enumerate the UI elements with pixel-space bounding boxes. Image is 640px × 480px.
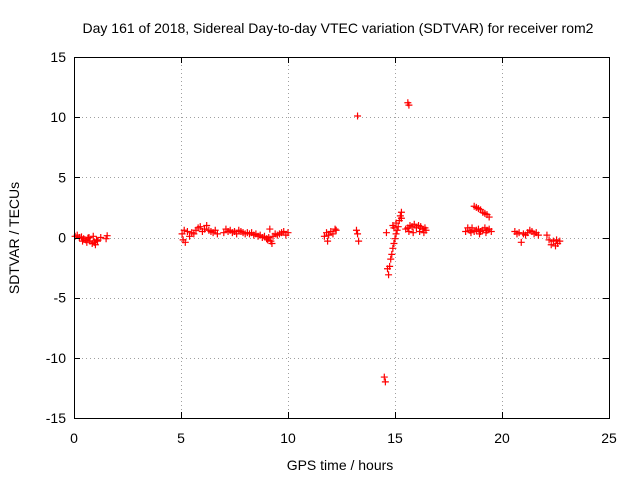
data-point (385, 271, 393, 279)
data-point (534, 231, 542, 239)
data-point (83, 238, 91, 246)
data-point (264, 236, 272, 244)
data-point (382, 229, 390, 237)
x-axis-label: GPS time / hours (287, 457, 394, 473)
data-point (201, 225, 209, 233)
data-point (416, 227, 424, 235)
data-point (397, 208, 405, 216)
data-point (485, 213, 493, 221)
data-point (92, 236, 100, 244)
data-point (487, 227, 495, 235)
data-point (410, 220, 418, 228)
data-point (467, 229, 475, 237)
data-point (352, 226, 360, 234)
data-point (102, 235, 110, 243)
data-point (389, 244, 397, 252)
data-point (392, 219, 400, 227)
data-point (79, 237, 87, 245)
data-point (89, 232, 97, 240)
data-point (381, 378, 389, 386)
data-point (190, 230, 198, 238)
data-point (183, 227, 191, 235)
data-point (178, 230, 186, 238)
x-tick-label: 5 (177, 430, 185, 446)
data-point (547, 241, 555, 249)
data-point (556, 237, 564, 245)
x-tick-label: 10 (280, 430, 296, 446)
chart-title: Day 161 of 2018, Sidereal Day-to-day VTE… (83, 20, 594, 36)
data-points-layer (71, 99, 564, 386)
data-point (320, 232, 328, 240)
y-tick-label: -10 (46, 350, 66, 366)
tick-layer: 0 5 10 15 20 25 -15 -10 -5 0 5 10 15 (46, 49, 617, 446)
data-point (545, 236, 553, 244)
data-point (196, 223, 204, 231)
data-point (324, 237, 332, 245)
data-point (97, 234, 105, 241)
data-point (284, 229, 292, 237)
data-point (268, 240, 276, 248)
data-point (280, 227, 288, 235)
data-point (213, 230, 221, 238)
data-point (462, 227, 470, 235)
data-point (391, 235, 399, 243)
data-point (517, 238, 525, 246)
y-tick-label: 5 (58, 169, 66, 185)
data-point (355, 237, 363, 245)
data-point (380, 373, 388, 381)
data-point (390, 240, 398, 248)
data-point (482, 229, 490, 237)
data-point (181, 238, 189, 246)
x-tick-label: 0 (70, 430, 78, 446)
data-point (91, 241, 99, 249)
data-point (405, 227, 413, 235)
data-point (85, 234, 93, 241)
data-point (332, 226, 340, 234)
x-tick-label: 20 (494, 430, 510, 446)
data-point (405, 101, 413, 109)
data-point (392, 230, 400, 238)
data-point (220, 229, 228, 237)
y-tick-label: -5 (54, 290, 67, 306)
data-point (387, 255, 395, 263)
data-point (266, 225, 274, 233)
data-point (180, 226, 188, 234)
data-point (409, 229, 417, 237)
data-point (476, 230, 484, 238)
data-point (354, 230, 362, 238)
data-point (203, 221, 211, 229)
data-point (233, 230, 241, 238)
data-point (329, 230, 337, 238)
y-tick-label: 15 (50, 49, 66, 65)
data-point (543, 231, 551, 239)
data-point (211, 226, 219, 234)
y-tick-label: 10 (50, 109, 66, 125)
x-tick-label: 15 (387, 430, 403, 446)
data-point (388, 250, 396, 258)
data-point (397, 214, 405, 222)
data-point (420, 229, 428, 237)
data-point (325, 231, 333, 239)
data-point (354, 112, 362, 120)
data-point (394, 223, 402, 231)
y-tick-label: -15 (46, 410, 66, 426)
data-point (390, 224, 398, 232)
data-point (103, 232, 111, 240)
x-tick-label: 25 (601, 430, 617, 446)
data-point (468, 224, 476, 232)
data-point (331, 225, 339, 233)
data-point (186, 232, 194, 240)
data-point (386, 262, 394, 270)
data-point (549, 237, 557, 245)
data-point (515, 229, 523, 237)
data-point (94, 237, 102, 245)
y-tick-label: 0 (58, 230, 66, 246)
data-point (553, 236, 561, 244)
y-axis-label: SDTVAR / TECUs (6, 182, 22, 294)
